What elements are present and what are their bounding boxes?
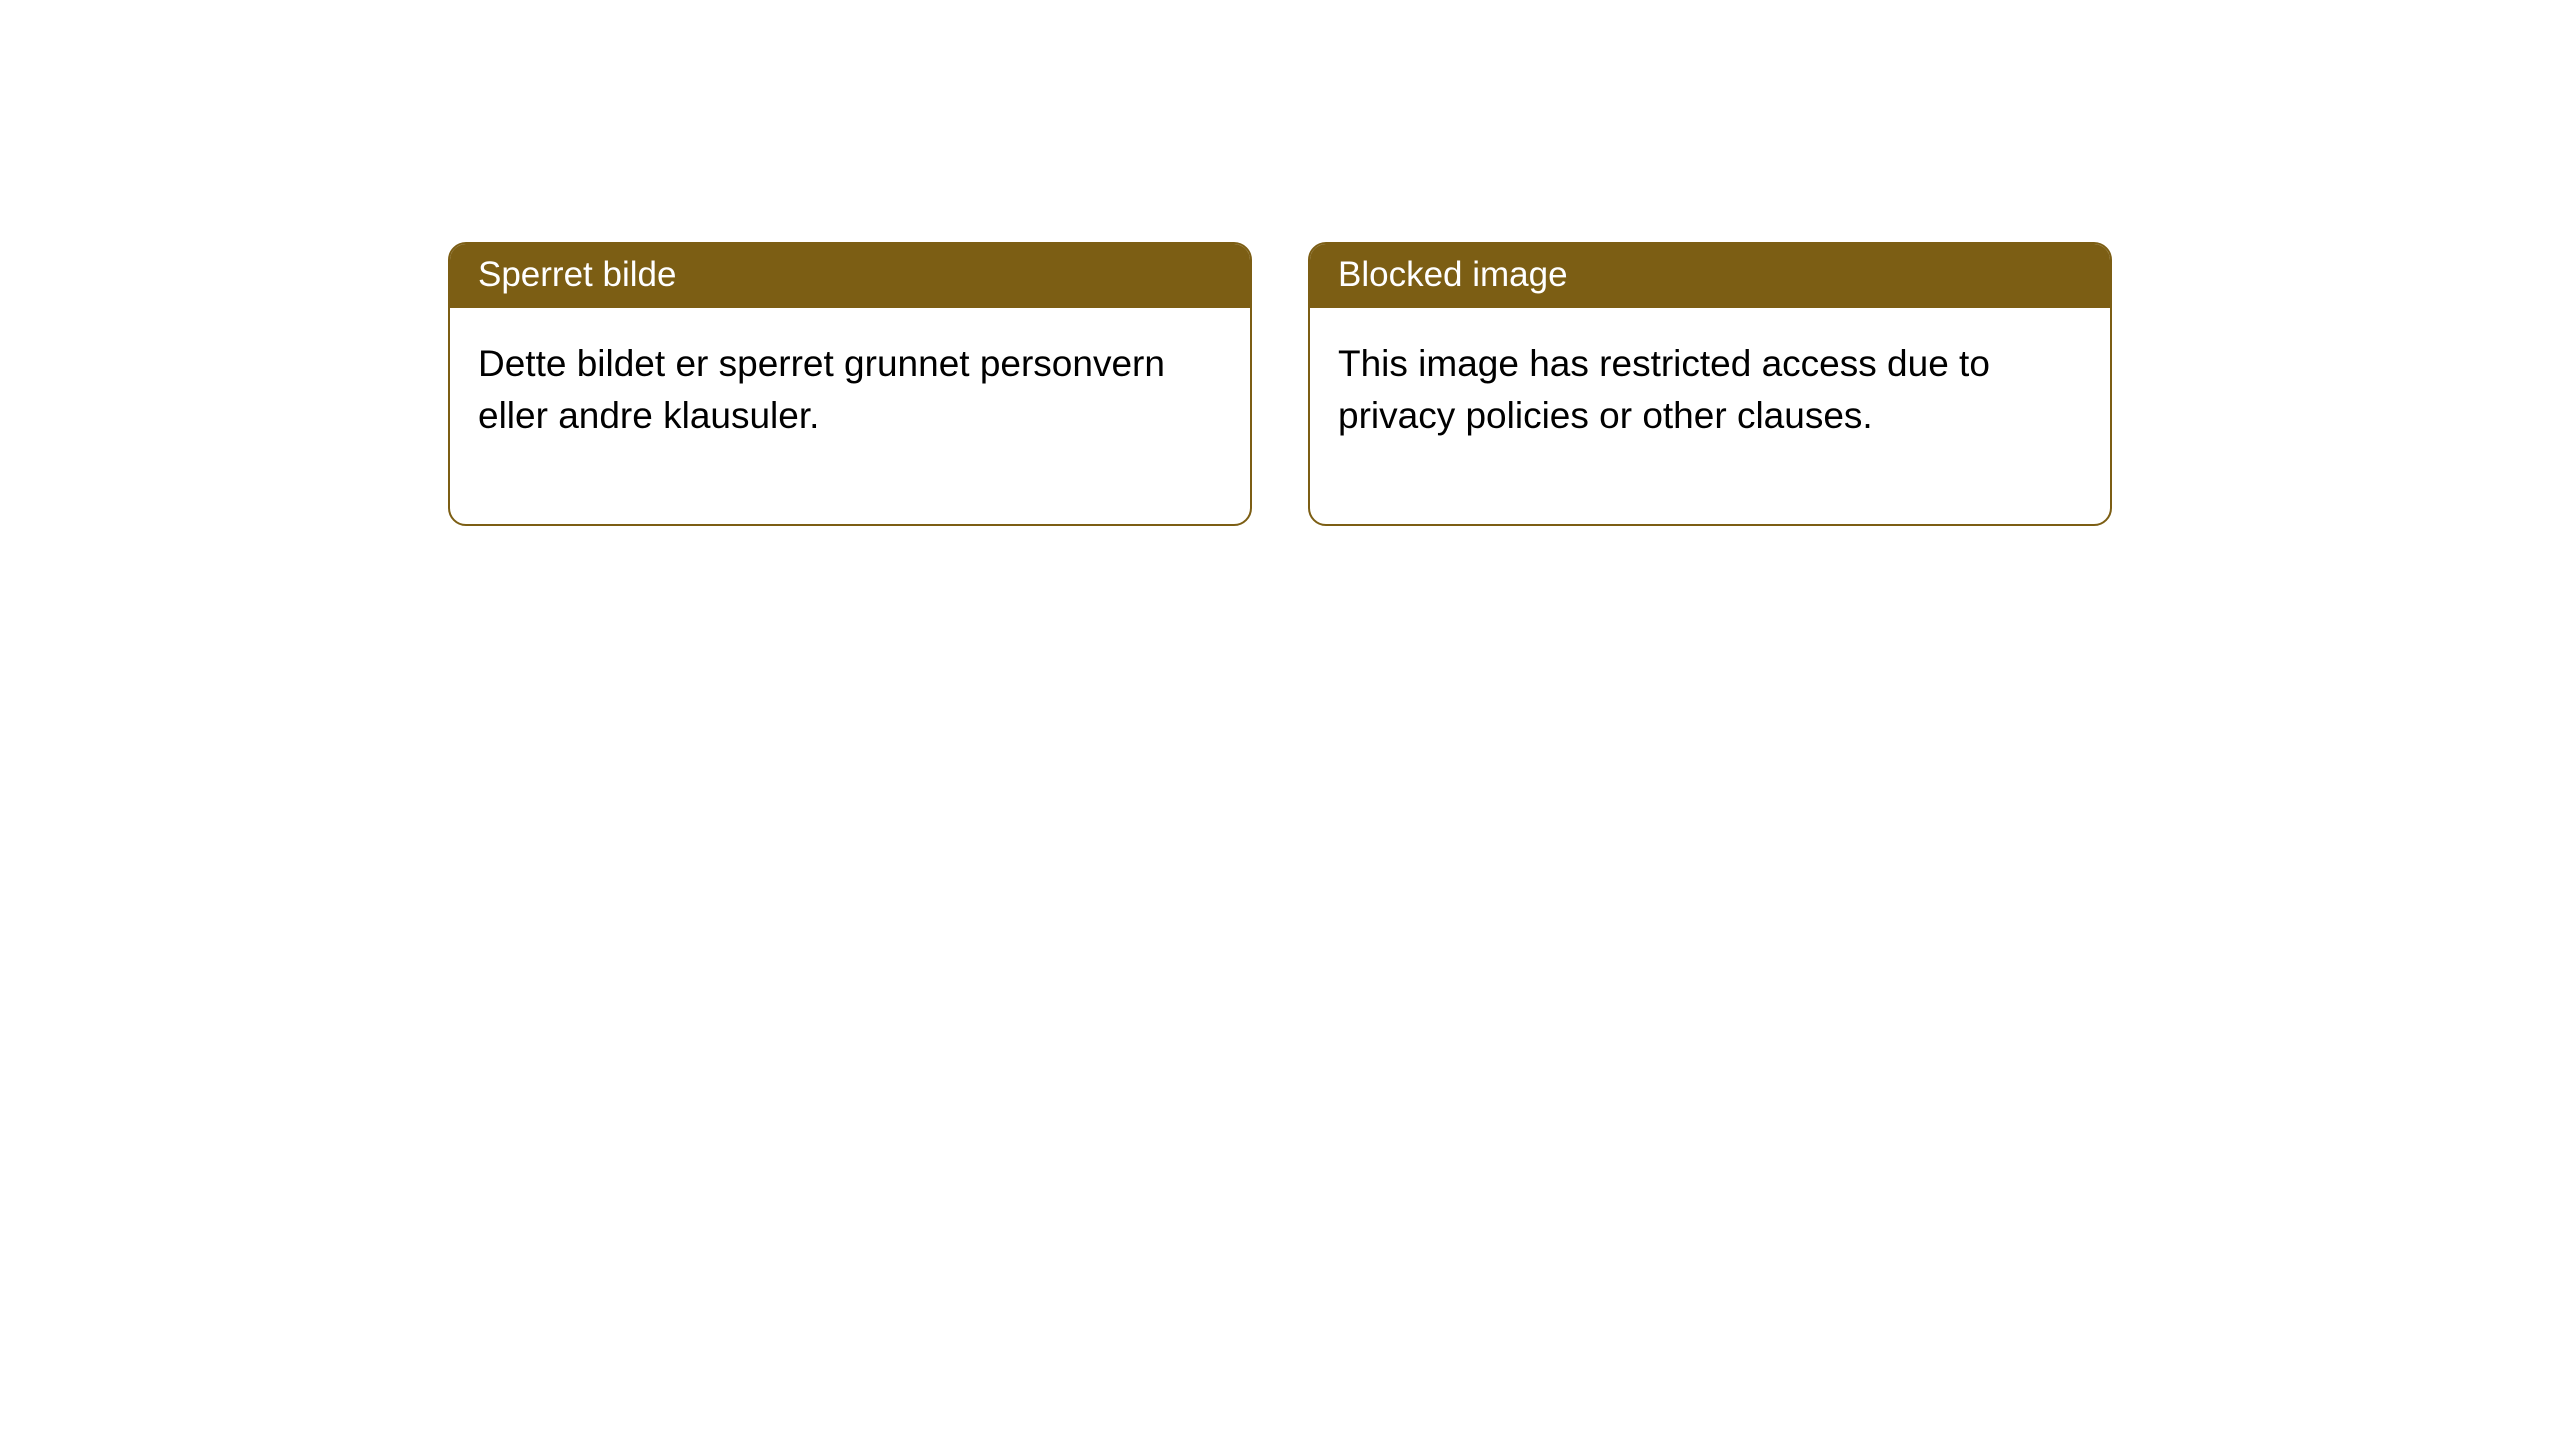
notice-header: Sperret bilde bbox=[450, 244, 1250, 308]
notice-card-english: Blocked image This image has restricted … bbox=[1308, 242, 2112, 526]
notice-container: Sperret bilde Dette bildet er sperret gr… bbox=[448, 242, 2112, 526]
notice-card-norwegian: Sperret bilde Dette bildet er sperret gr… bbox=[448, 242, 1252, 526]
notice-body: Dette bildet er sperret grunnet personve… bbox=[450, 308, 1250, 524]
notice-header: Blocked image bbox=[1310, 244, 2110, 308]
notice-body: This image has restricted access due to … bbox=[1310, 308, 2110, 524]
